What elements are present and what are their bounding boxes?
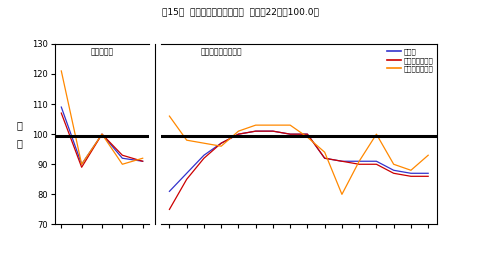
Text: 数: 数 <box>17 138 23 148</box>
Text: （季節調整済指数）: （季節調整済指数） <box>201 47 242 57</box>
Legend: 生産財, 鉱工業用生産財, その他用生産財: 生産財, 鉱工業用生産財, その他用生産財 <box>384 45 436 75</box>
Text: 第15図  生産財出荷指数の推移  （平成22年＝100.0）: 第15図 生産財出荷指数の推移 （平成22年＝100.0） <box>162 8 318 17</box>
Text: （原指数）: （原指数） <box>90 47 114 57</box>
Text: 指: 指 <box>17 120 23 130</box>
